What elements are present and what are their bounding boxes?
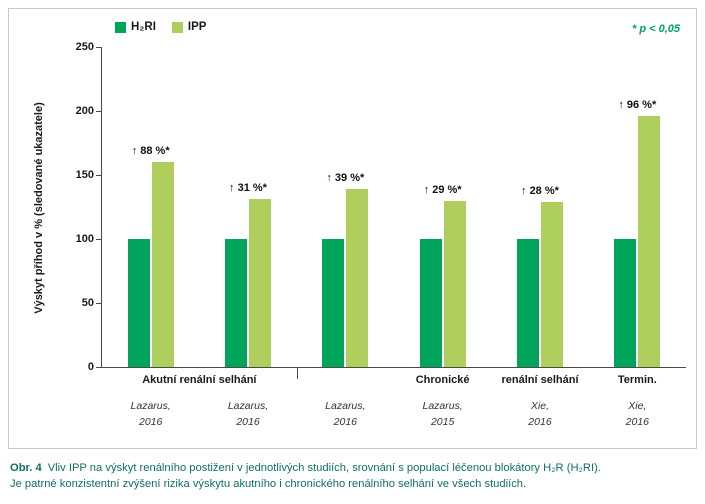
study-label: Lazarus, 2015: [394, 398, 491, 431]
increase-annotation: ↑ 31 %*: [229, 182, 267, 195]
ipp-bar: [151, 162, 174, 367]
caption-label: Obr. 4: [10, 462, 42, 474]
caption-line1: Vliv IPP na výskyt renálního postižení v…: [47, 462, 601, 474]
study-name: Xie,: [530, 400, 550, 412]
legend-label-h2ri: H₂RI: [131, 21, 156, 33]
y-axis-tick: [96, 174, 102, 176]
y-axis-tick: [96, 110, 102, 112]
category-label: Akutní renální selhání: [142, 374, 257, 386]
study-name: Lazarus,: [130, 400, 171, 412]
bar-group: ↑ 39 %* Lazarus, 2016: [297, 48, 394, 428]
y-axis-tick-label: 150: [75, 169, 94, 181]
ipp-bar: [443, 200, 466, 367]
study-name: Xie,: [628, 400, 647, 412]
study-year: 2016: [625, 416, 649, 429]
bar-group: ↑ 29 %* Lazarus, 2015: [394, 48, 491, 428]
study-name: Lazarus,: [227, 400, 269, 412]
y-axis-tick-label: 0: [87, 361, 94, 373]
y-axis-tick-label: 250: [75, 41, 94, 53]
plot-area: 0 50 100 150 200 250 ↑ 88 %* Lazarus, 2016 ↑ 31 %…: [76, 41, 686, 428]
bar-pair: [419, 200, 466, 367]
y-axis-tick-label: 200: [75, 105, 94, 117]
h2ri-bar: [419, 239, 442, 367]
study-year: 2016: [236, 416, 260, 429]
category-label: renální selhání: [501, 374, 579, 386]
h2ri-bar: [127, 239, 150, 367]
study-label: Lazarus, 2016: [102, 398, 199, 431]
bar-pair: [322, 189, 369, 367]
bar-pair: [516, 201, 563, 367]
study-year: 2016: [333, 416, 357, 429]
legend-label-ipp: IPP: [187, 21, 207, 33]
bar-group: ↑ 31 %* Lazarus, 2016: [199, 48, 296, 428]
y-axis-title: Výskyt příhod v % (sledované ukazatele): [33, 102, 45, 314]
h2ri-bar: [224, 239, 247, 367]
legend-swatch-ipp: [171, 21, 183, 33]
legend-item-h2ri: H₂RI: [115, 21, 156, 33]
chart-legend: H₂RI IPP: [115, 21, 222, 33]
y-axis-tick: [96, 238, 102, 240]
study-label: Lazarus, 2016: [199, 398, 296, 431]
ipp-bar: [638, 116, 661, 367]
study-label: Lazarus, 2016: [297, 398, 394, 431]
category-label: Chronické: [415, 374, 470, 386]
bar-group: ↑ 28 %* Xie, 2016: [491, 48, 588, 428]
study-name: Lazarus,: [325, 400, 366, 412]
significance-note: * p < 0,05: [631, 23, 680, 35]
increase-annotation: ↑ 29 %*: [423, 183, 462, 196]
legend-item-ipp: IPP: [171, 21, 207, 33]
figure-box: H₂RI IPP * p < 0,05 Výskyt příhod v % (s…: [8, 8, 697, 449]
y-axis-tick: [96, 302, 102, 304]
bar-group: ↑ 88 %* Lazarus, 2016: [102, 48, 199, 428]
h2ri-bar: [516, 239, 539, 367]
y-axis-tick: [96, 366, 102, 368]
h2ri-bar: [322, 239, 345, 367]
ipp-bar: [248, 199, 271, 367]
figure-caption: Obr. 4 Vliv IPP na výskyt renálního posti…: [10, 460, 700, 492]
legend-swatch-h2ri: [115, 21, 126, 33]
bar-pair: [224, 199, 271, 367]
increase-annotation: ↑ 96 %*: [618, 99, 657, 112]
study-label: Xie, 2016: [491, 398, 588, 431]
study-year: 2016: [138, 416, 163, 429]
increase-annotation: ↑ 28 %*: [521, 184, 559, 197]
ipp-bar: [540, 201, 563, 367]
y-axis-tick: [96, 46, 102, 48]
y-axis-tick-label: 50: [81, 297, 94, 309]
axis-divider-tick: [296, 368, 298, 379]
bar-group: ↑ 96 %* Xie, 2016: [589, 48, 686, 428]
study-label: Xie, 2016: [589, 398, 686, 431]
caption-line2: Je patrné konzistentní zvýšení rizika vý…: [10, 478, 527, 491]
study-year: 2015: [430, 416, 455, 429]
study-name: Lazarus,: [422, 400, 463, 412]
increase-annotation: ↑ 88 %*: [131, 145, 170, 158]
increase-annotation: ↑ 39 %*: [326, 172, 365, 185]
h2ri-bar: [614, 239, 637, 367]
bar-pair: [127, 162, 174, 367]
bar-groups: ↑ 88 %* Lazarus, 2016 ↑ 31 %* Lazarus, 2016 ↑ …: [102, 48, 686, 428]
bar-pair: [614, 116, 661, 367]
study-year: 2016: [528, 416, 552, 429]
ipp-bar: [346, 189, 369, 367]
category-label: Termin.: [617, 374, 657, 386]
y-axis-tick-label: 100: [75, 233, 94, 245]
